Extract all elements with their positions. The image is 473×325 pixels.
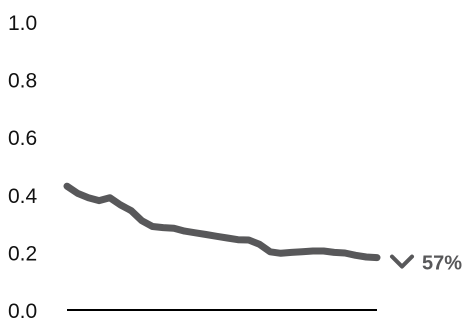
y-tick-label: 0.4 xyxy=(8,185,38,208)
series-line xyxy=(63,182,381,262)
y-tick-label: 0.8 xyxy=(8,70,37,93)
change-percent-label: 57% xyxy=(422,253,462,275)
chevron-down-icon xyxy=(390,254,414,269)
y-tick-label: 1.0 xyxy=(8,12,37,35)
y-tick-label: 0.2 xyxy=(8,242,37,265)
y-axis-ticks: 0.0 0.2 0.4 0.6 0.8 1.0 xyxy=(8,12,38,323)
y-tick-label: 0.0 xyxy=(8,300,37,320)
change-annotation: 57% xyxy=(390,253,462,275)
y-tick-label: 0.6 xyxy=(8,127,37,150)
